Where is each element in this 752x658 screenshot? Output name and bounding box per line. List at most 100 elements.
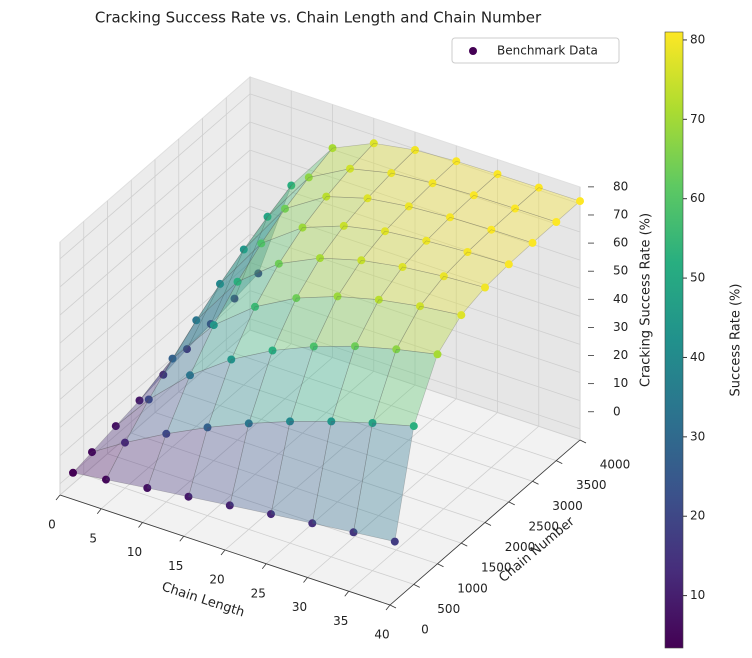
data-point — [184, 492, 193, 501]
tick-label: 10 — [127, 545, 142, 559]
tick-label: 2000 — [505, 540, 536, 554]
tick-mark — [413, 584, 420, 588]
data-point — [69, 468, 77, 477]
grid-line — [249, 149, 581, 261]
tick-label: 20 — [613, 348, 628, 362]
grid-line — [249, 121, 581, 233]
colorbar-tick-label: 30 — [690, 429, 705, 443]
data-point — [322, 192, 331, 201]
tick-mark — [484, 522, 492, 526]
grid-line — [59, 318, 251, 485]
data-point — [183, 345, 191, 354]
surface-facet — [210, 216, 268, 325]
data-point — [274, 259, 283, 268]
data-point — [309, 342, 318, 351]
data-point — [339, 221, 348, 230]
data-point — [263, 212, 272, 221]
tick-label: 3500 — [576, 478, 607, 492]
data-point — [369, 139, 378, 148]
data-point — [487, 225, 496, 234]
panes — [55, 75, 594, 611]
tick-mark — [532, 480, 539, 485]
data-point — [404, 202, 413, 211]
data-point — [481, 283, 489, 292]
data-point — [227, 355, 236, 364]
data-point — [576, 197, 584, 206]
tick-label: 10 — [613, 376, 628, 390]
colorbar-tick-label: 80 — [690, 32, 705, 46]
surface-facet — [115, 358, 173, 427]
grid-line — [249, 329, 581, 441]
data-point — [162, 429, 171, 438]
colorbar-tick-label: 60 — [690, 191, 705, 205]
tick-label: 70 — [613, 207, 628, 221]
legend-box — [451, 37, 620, 64]
tick-mark — [437, 563, 444, 568]
chart-title: Cracking Success Rate vs. Chain Length a… — [95, 9, 542, 27]
data-point — [346, 164, 354, 173]
grid-line — [59, 290, 251, 456]
colorbar — [664, 31, 684, 649]
colorbar-tick-label: 10 — [690, 588, 705, 602]
tick-mark — [461, 542, 468, 547]
data-point — [304, 173, 313, 182]
data-point — [225, 501, 234, 510]
data-point — [257, 239, 266, 248]
data-point — [357, 256, 366, 265]
x-axis-label: Chain Length — [160, 580, 247, 621]
data-point — [267, 510, 275, 519]
tick-mark — [55, 494, 61, 501]
grid-line — [59, 177, 251, 344]
data-point — [144, 395, 153, 404]
data-point — [351, 342, 359, 351]
y-axis-line — [389, 439, 581, 606]
colorbar-tick-label: 40 — [690, 350, 705, 364]
data-point — [135, 396, 144, 405]
tick-mark — [96, 508, 102, 514]
data-point — [363, 194, 372, 203]
tick-label: 60 — [613, 236, 628, 250]
data-point — [327, 417, 336, 426]
data-point — [186, 371, 194, 380]
data-point — [422, 236, 431, 245]
colorbar-tick-label: 20 — [690, 509, 705, 523]
z-axis-label: Cracking Success Rate (%) — [639, 213, 654, 387]
grid-line — [249, 290, 581, 402]
grid-line — [59, 121, 251, 288]
grid-line — [249, 262, 581, 373]
data-point — [446, 213, 454, 222]
data-point — [287, 181, 296, 190]
data-point — [308, 519, 317, 528]
surface-facet — [163, 283, 221, 376]
tick-mark — [579, 439, 587, 444]
tick-label: 40 — [613, 292, 628, 306]
data-point — [528, 238, 537, 247]
grid-line — [83, 473, 414, 585]
grid-line — [202, 370, 533, 482]
tick-label: 500 — [437, 602, 460, 616]
tick-mark — [220, 549, 226, 556]
tick-label: 30 — [613, 320, 628, 334]
grid-line — [59, 149, 251, 316]
data-point — [409, 422, 418, 431]
data-point — [333, 292, 342, 301]
data-point — [254, 269, 263, 278]
data-point — [411, 146, 419, 154]
data-point — [216, 279, 224, 288]
tick-mark — [344, 591, 350, 597]
grid-line — [178, 391, 509, 503]
data-point — [281, 204, 289, 213]
tick-label: 20 — [209, 573, 224, 587]
surface-facet — [139, 320, 197, 401]
tick-label: 25 — [251, 586, 266, 600]
grid-line — [59, 234, 251, 400]
data-point — [398, 263, 407, 271]
tick-label: 0 — [48, 518, 56, 532]
tick-label: 1500 — [481, 561, 512, 575]
data-point — [439, 272, 448, 281]
data-point — [374, 295, 383, 304]
tick-label: 5 — [89, 531, 97, 545]
tick-mark — [508, 501, 515, 506]
tick-mark — [556, 460, 563, 464]
data-point — [416, 302, 424, 311]
